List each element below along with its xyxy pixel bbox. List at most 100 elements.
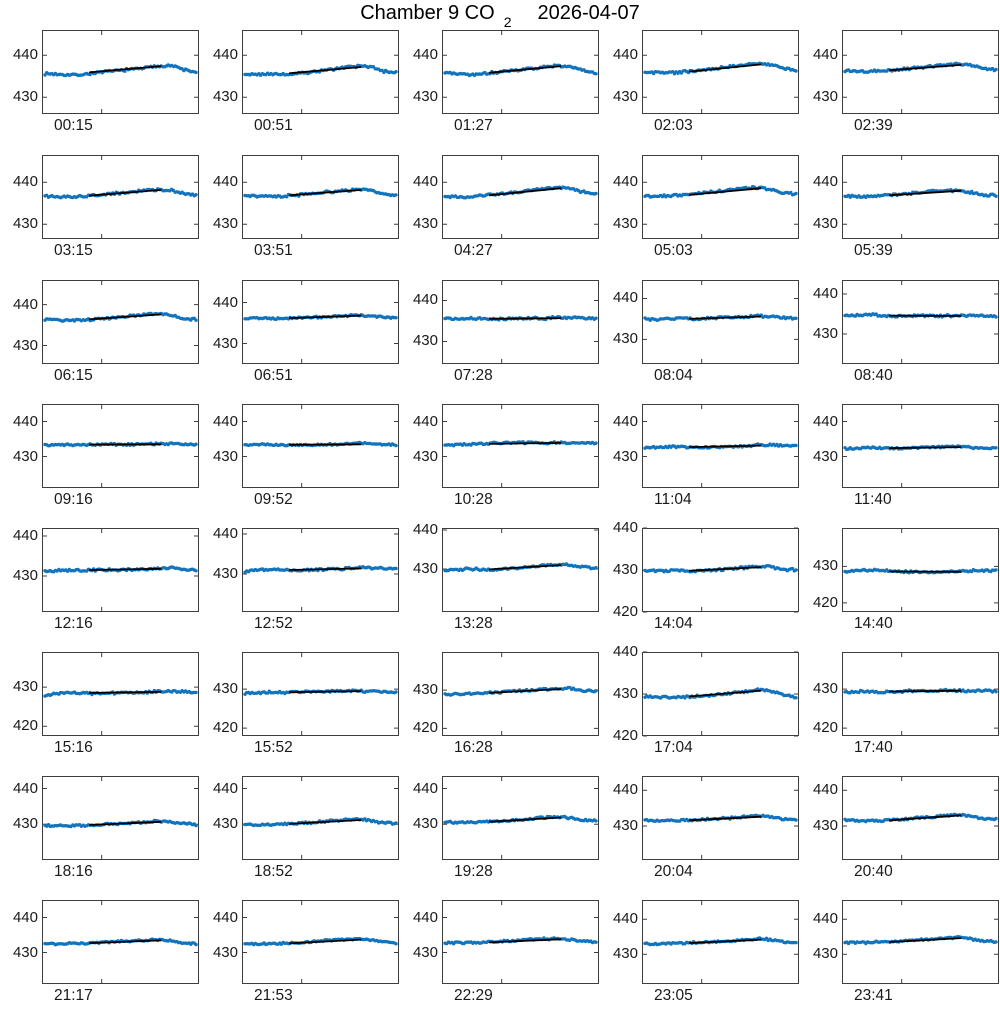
y-tick-label: 430 [212,943,238,961]
y-tick-label: 440 [12,412,38,430]
subplot-axes [242,776,399,860]
subplot-axes [642,404,799,488]
y-tick-label: 440 [412,291,438,309]
subplot-18:52: 430 440 18:52 [213,776,399,880]
y-tick-label: 440 [612,289,638,307]
subplot-06:15: 430 440 06:15 [13,280,199,384]
subplot-10:28: 430 440 10:28 [413,404,599,508]
subplot-axes [642,651,799,737]
fit-line [289,567,362,571]
subplot-axes [442,528,599,612]
fit-line [289,938,362,945]
fit-line [289,690,362,694]
y-tick-label: 440 [12,46,38,64]
fit-line [689,63,762,73]
subplot-axes [242,404,399,488]
subplot-11:04: 430 440 11:04 [613,404,799,508]
fit-line [489,816,562,823]
y-tick-label: 440 [812,412,838,430]
y-tick-label: 440 [612,46,638,64]
y-tick-label: 430 [612,447,638,465]
y-tick-label: 430 [412,943,438,961]
axes-box [42,776,199,860]
y-tick-label: 440 [412,520,438,538]
y-tick-label: 420 [612,727,638,744]
subplot-axes [242,652,399,736]
y-tick-label: 430 [12,447,38,465]
y-tick-label: 440 [12,295,38,313]
y-tick-label: 430 [612,88,638,106]
y-tick-label: 440 [212,779,238,797]
y-tick-label: 430 [612,945,638,963]
subplot-06:51: 430 440 06:51 [213,280,399,384]
y-tick-label: 420 [612,603,638,620]
y-tick-label: 420 [812,593,838,611]
y-tick-label: 430 [212,215,238,233]
y-tick-label: 430 [12,567,38,584]
subplot-22:29: 430 440 22:29 [413,900,599,1004]
y-tick-label: 430 [812,447,838,465]
time-label: 00:15 [54,117,93,134]
fit-line [689,444,762,448]
y-tick-label: 430 [412,447,438,465]
subplot-07:28: 430 440 07:28 [413,280,599,384]
subplot-axes [242,528,399,612]
time-label: 08:04 [654,367,693,384]
fit-line [89,939,162,944]
subplot-axes [42,30,199,114]
y-tick-label: 430 [812,88,838,106]
subplot-15:52: 420 430 15:52 [213,652,399,756]
fit-line [489,442,562,445]
fit-line [889,937,962,943]
y-tick-label: 440 [412,779,438,797]
y-tick-label: 440 [12,908,38,926]
subplot-axes [842,404,999,488]
fit-line [89,820,162,826]
subplot-axes [842,155,999,239]
subplot-12:52: 430 440 12:52 [213,525,399,632]
y-tick-label: 440 [612,910,638,928]
axes-box [242,776,399,860]
y-tick-label: 430 [12,336,38,354]
time-label: 11:04 [654,491,692,508]
time-label: 08:40 [854,367,893,384]
time-label: 10:28 [454,491,493,508]
y-tick-label: 440 [612,173,638,191]
axes-box [442,528,599,612]
y-tick-label: 440 [612,519,638,536]
fit-line [489,564,562,571]
subplot-02:03: 430 440 02:03 [613,30,799,134]
title-date: 2026-04-07 [537,2,640,24]
subplot-21:53: 430 440 21:53 [213,900,399,1004]
fit-line [889,689,962,693]
y-tick-label: 430 [812,325,838,342]
subplot-11:40: 430 440 11:40 [813,404,999,508]
time-label: 21:17 [54,987,93,1004]
subplot-17:04: 420 430 440 17:04 [613,643,799,756]
subplot-20:40: 430 440 20:40 [813,776,999,880]
time-label: 01:27 [454,117,493,134]
subplot-09:52: 430 440 09:52 [213,404,399,508]
time-label: 17:04 [654,739,693,756]
title-subscript: 2 [503,14,512,30]
time-label: 18:52 [254,863,293,880]
subplot-03:15: 430 440 03:15 [13,155,199,259]
y-tick-label: 430 [612,817,638,835]
subplot-axes [442,404,599,488]
time-label: 12:16 [54,615,93,632]
subplot-21:17: 430 440 21:17 [13,900,199,1004]
time-label: 21:53 [254,987,293,1004]
fit-line [889,814,962,822]
y-tick-label: 430 [812,557,838,575]
y-tick-label: 430 [212,447,238,465]
time-label: 16:28 [454,739,493,756]
time-label: 12:52 [254,615,293,632]
axes-box [442,30,599,114]
y-tick-label: 430 [212,565,238,582]
y-tick-label: 440 [212,908,238,926]
data-series [243,440,398,448]
y-tick-label: 440 [412,46,438,64]
time-label: 17:40 [854,739,893,756]
y-tick-label: 440 [412,908,438,926]
axes-box [42,30,199,114]
